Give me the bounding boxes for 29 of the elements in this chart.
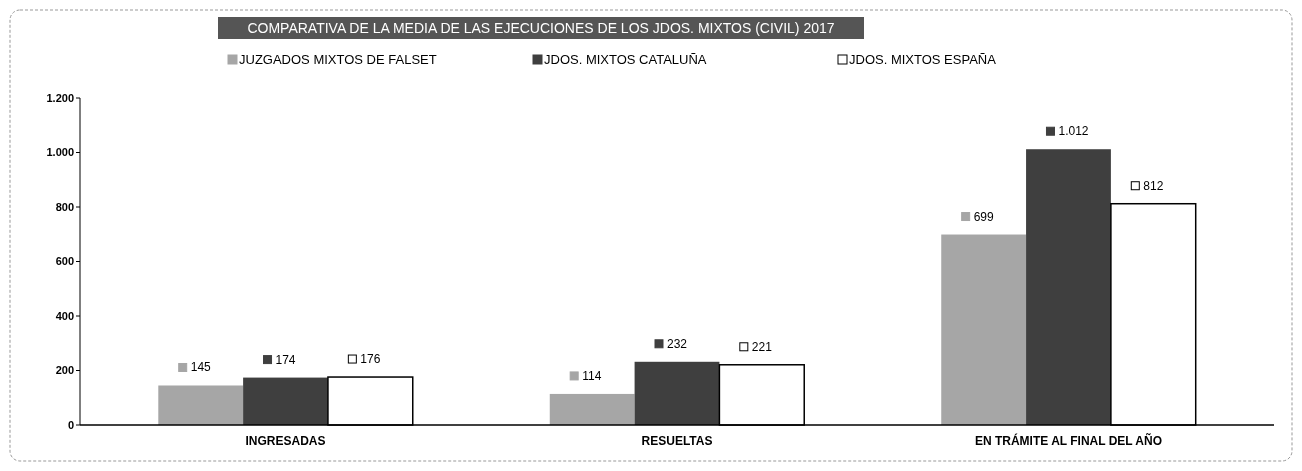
legend-label: JDOS. MIXTOS CATALUÑA (544, 52, 707, 67)
legend-label: JDOS. MIXTOS ESPAÑA (849, 52, 997, 67)
y-tick-label: 400 (55, 309, 74, 322)
bar (243, 377, 328, 425)
data-label: 174 (275, 352, 296, 367)
data-label: 812 (1143, 178, 1164, 193)
data-label: 221 (751, 339, 773, 354)
bar (941, 234, 1027, 425)
bar (1026, 149, 1111, 425)
bar (549, 393, 635, 425)
data-label: 145 (190, 360, 212, 375)
x-tick-label: RESUELTAS (641, 434, 713, 448)
data-label: 114 (582, 368, 602, 383)
x-tick-label: INGRESADAS (245, 434, 326, 448)
chart-title: COMPARATIVA DE LA MEDIA DE LAS EJECUCIONES DE LOS JDOS. MIXTOS (CIVIL) 2017 (247, 20, 835, 36)
y-tick-label: 200 (55, 364, 74, 377)
y-tick-label: 0 (67, 418, 74, 431)
y-tick-label: 600 (55, 255, 74, 268)
data-label: 232 (667, 336, 688, 351)
y-tick-label: 800 (55, 200, 74, 213)
bar (634, 361, 720, 425)
data-label: 1.012 (1058, 124, 1089, 139)
x-tick-label: EN TRÁMITE AL FINAL DEL AÑO (974, 433, 1163, 448)
data-label: 699 (973, 209, 994, 224)
data-label: 176 (360, 352, 381, 367)
y-tick-label: 1.200 (46, 91, 74, 104)
legend-label: JUZGADOS MIXTOS DE FALSET (239, 52, 437, 67)
bar (158, 385, 244, 425)
y-tick-label: 1.000 (46, 146, 74, 159)
